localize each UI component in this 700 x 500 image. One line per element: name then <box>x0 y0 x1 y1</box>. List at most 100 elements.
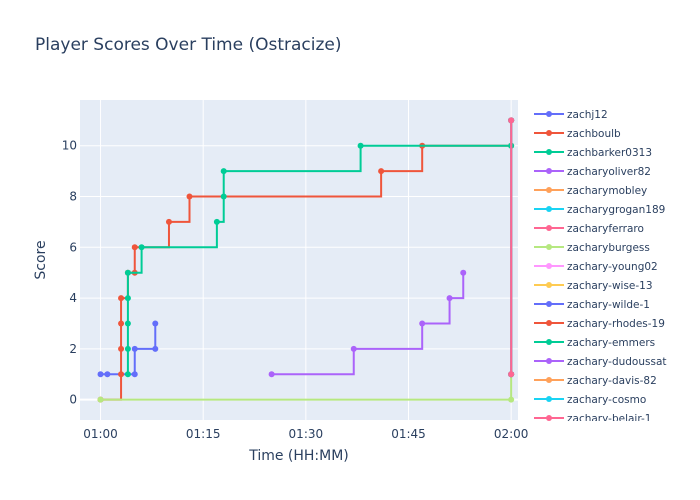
legend-label: zachary-belair-1 <box>567 413 651 425</box>
legend-marker <box>546 206 552 212</box>
legend-marker <box>546 339 552 345</box>
legend-item[interactable]: zachary-davis-82 <box>534 375 657 387</box>
legend-label: zacharygrogan189 <box>567 204 665 216</box>
data-point <box>97 396 104 403</box>
y-tick-label: 2 <box>69 342 77 356</box>
data-point <box>460 269 467 276</box>
legend-item[interactable]: zachboulb <box>534 128 621 140</box>
y-tick-label: 8 <box>69 190 77 204</box>
legend[interactable]: zachj12 zachboulb zachbarker0313 zacharyoli… <box>534 109 667 425</box>
legend-label: zachbarker0313 <box>567 147 652 159</box>
legend-item[interactable]: zacharygrogan189 <box>534 204 665 216</box>
series-zachary-belair-1 <box>508 117 515 378</box>
legend-item[interactable]: zachary-emmers <box>534 337 655 349</box>
x-tick-label: 01:00 <box>83 427 118 441</box>
legend-item[interactable]: zachary-cosmo <box>534 394 646 406</box>
legend-label: zachboulb <box>567 128 621 140</box>
data-point <box>104 371 111 378</box>
y-tick-label: 10 <box>62 139 77 153</box>
data-point <box>357 142 364 149</box>
data-point <box>131 345 138 352</box>
data-point <box>186 193 193 200</box>
legend-item[interactable]: zacharymobley <box>534 185 647 197</box>
y-tick-label: 4 <box>69 291 77 305</box>
legend-marker <box>546 225 552 231</box>
data-point <box>220 193 227 200</box>
data-point <box>152 320 159 327</box>
data-point <box>131 244 138 251</box>
legend-label: zachary-wilde-1 <box>567 299 650 311</box>
legend-label: zachary-emmers <box>567 337 655 349</box>
plot-area <box>80 100 518 420</box>
legend-label: zachary-wise-13 <box>567 280 653 292</box>
legend-item[interactable]: zacharyburgess <box>534 242 650 254</box>
y-tick-label: 0 <box>69 393 77 407</box>
legend-marker <box>546 320 552 326</box>
legend-label: zachary-davis-82 <box>567 375 657 387</box>
legend-item[interactable]: zachary-wise-13 <box>534 280 653 292</box>
data-point <box>165 218 172 225</box>
tick-labels: 01:00 01:15 01:30 01:45 02:00 0 2 4 6 8 10 <box>62 139 529 441</box>
legend-marker <box>546 187 552 193</box>
x-tick-label: 01:45 <box>391 427 426 441</box>
legend-marker <box>546 377 552 383</box>
legend-item[interactable]: zachj12 <box>534 109 608 121</box>
legend-label: zachary-cosmo <box>567 394 646 406</box>
legend-item[interactable]: zachary-belair-1 <box>534 413 651 425</box>
data-point <box>124 345 131 352</box>
legend-label: zachary-rhodes-19 <box>567 318 665 330</box>
legend-item[interactable]: zacharyferraro <box>534 223 644 235</box>
legend-item[interactable]: zachbarker0313 <box>534 147 652 159</box>
data-point <box>446 295 453 302</box>
data-point <box>118 320 125 327</box>
legend-marker <box>546 130 552 136</box>
legend-label: zachj12 <box>567 109 608 121</box>
legend-label: zachary-young02 <box>567 261 658 273</box>
y-tick-label: 6 <box>69 240 77 254</box>
data-point <box>118 371 125 378</box>
legend-marker <box>546 168 552 174</box>
data-point <box>268 371 275 378</box>
data-point <box>350 345 357 352</box>
legend-item[interactable]: zachary-wilde-1 <box>534 299 650 311</box>
data-point <box>124 371 131 378</box>
data-point <box>124 269 131 276</box>
series-line <box>126 144 512 375</box>
legend-marker <box>546 415 552 421</box>
data-point <box>124 320 131 327</box>
data-point <box>508 396 515 403</box>
legend-marker <box>546 301 552 307</box>
data-point <box>508 117 515 124</box>
data-point <box>124 295 131 302</box>
series-zachj12 <box>97 320 159 378</box>
legend-item[interactable]: zacharyoliver82 <box>534 166 651 178</box>
data-point <box>138 244 145 251</box>
legend-marker <box>546 358 552 364</box>
series-zacharyoliver82 <box>268 269 467 378</box>
legend-label: zacharymobley <box>567 185 647 197</box>
legend-label: zachary-dudoussat <box>567 356 667 368</box>
legend-marker <box>546 282 552 288</box>
legend-label: zacharyferraro <box>567 223 644 235</box>
data-point <box>508 371 515 378</box>
x-tick-label: 02:00 <box>494 427 529 441</box>
x-axis-title: Time (HH:MM) <box>248 448 349 464</box>
legend-marker <box>546 244 552 250</box>
data-point <box>419 320 426 327</box>
legend-item[interactable]: zachary-dudoussat <box>534 356 667 368</box>
legend-marker <box>546 396 552 402</box>
chart-title: Player Scores Over Time (Ostracize) <box>35 35 342 55</box>
data-point <box>97 371 104 378</box>
data-point <box>152 345 159 352</box>
data-point <box>118 295 125 302</box>
data-point <box>378 168 385 175</box>
x-tick-label: 01:15 <box>186 427 221 441</box>
legend-marker <box>546 111 552 117</box>
legend-item[interactable]: zachary-rhodes-19 <box>534 318 665 330</box>
legend-marker <box>546 263 552 269</box>
legend-item[interactable]: zachary-young02 <box>534 261 658 273</box>
x-tick-label: 01:30 <box>289 427 324 441</box>
data-point <box>213 218 220 225</box>
legend-label: zacharyoliver82 <box>567 166 651 178</box>
